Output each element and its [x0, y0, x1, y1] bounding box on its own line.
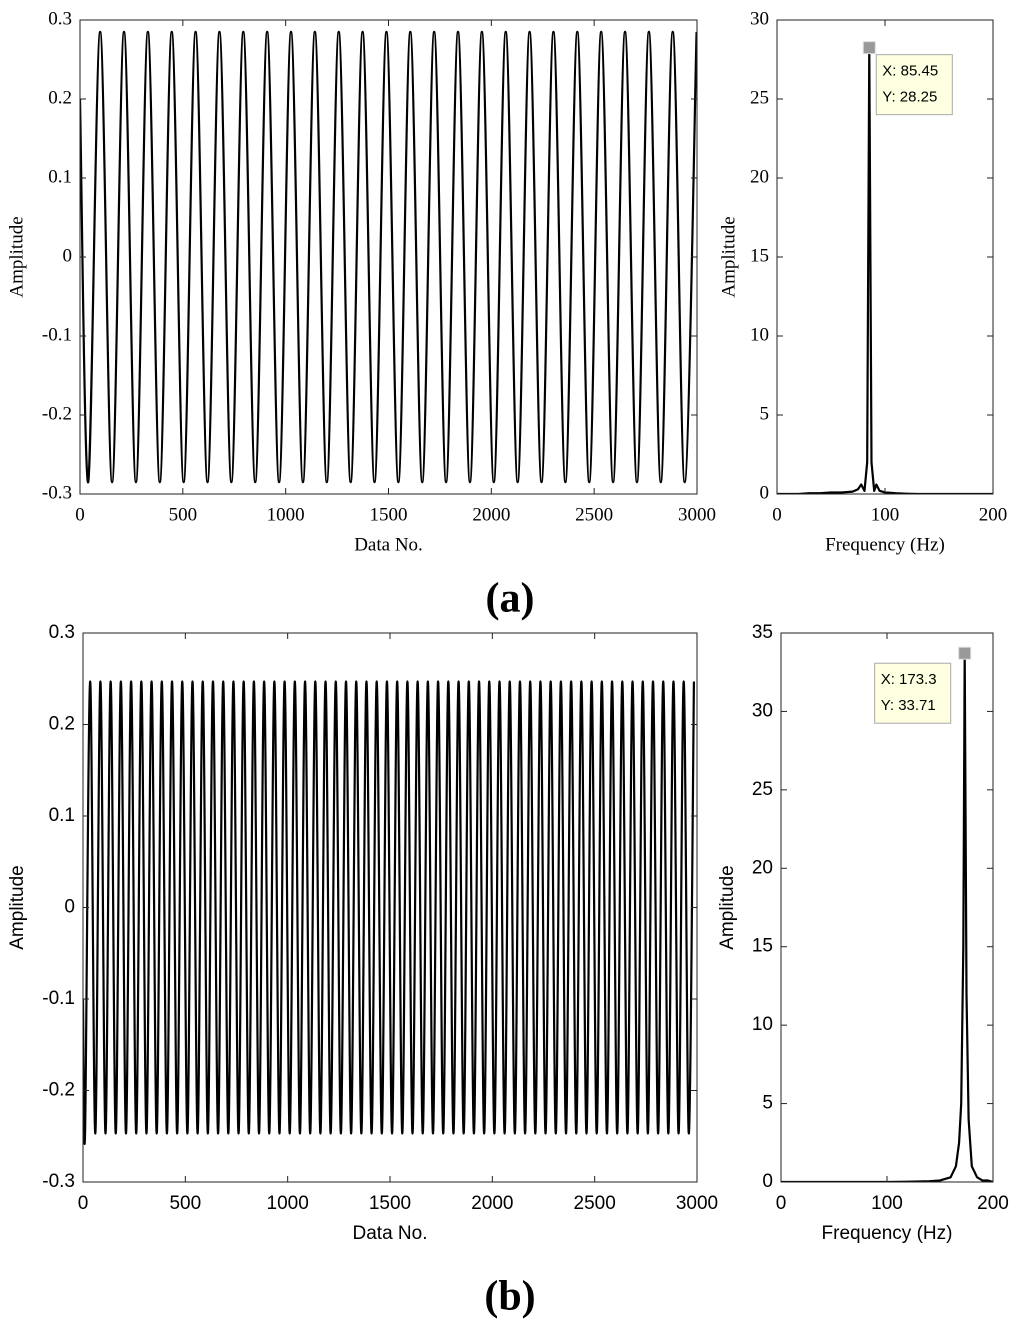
chart: 0 500 1000 1500 2000 2500 3000 -0.3 -0.2 -0.1 0 0.1…: [7, 622, 718, 1244]
y-tick-label: 0: [64, 897, 75, 918]
chart: 0 500 1000 1500 2000 2500 3000 -0.3 -0.2 -0.1 0 0.1…: [6, 8, 716, 555]
datatip-text: Y: 28.25: [882, 89, 937, 106]
panel-label: (a): [486, 576, 535, 622]
x-tick-label: 500: [169, 504, 198, 525]
x-tick-label: 2000: [472, 504, 510, 525]
x-tick-label: 2500: [574, 1193, 616, 1214]
y-tick-label: -0.2: [42, 1080, 75, 1101]
y-tick-label: -0.1: [42, 324, 72, 345]
x-tick-label: 0: [772, 504, 782, 525]
y-tick-label: -0.2: [42, 403, 72, 424]
y-tick-label: 0.3: [48, 8, 72, 29]
y-tick-label: 0.3: [49, 622, 75, 643]
datatip-text: X: 173.3: [881, 671, 937, 688]
datatip-marker: [862, 41, 876, 55]
x-tick-label: 2500: [575, 504, 613, 525]
x-tick-label: 0: [776, 1193, 787, 1214]
y-tick-label: 35: [752, 622, 773, 643]
y-axis-label: Amplitude: [6, 216, 27, 297]
y-tick-label: 5: [760, 403, 770, 424]
x-tick-label: 3000: [678, 504, 716, 525]
x-tick-label: 3000: [676, 1193, 718, 1214]
y-tick-label: 10: [750, 324, 769, 345]
x-tick-label: 1500: [370, 504, 408, 525]
signal-line: [80, 30, 697, 484]
y-tick-label: 20: [752, 857, 773, 878]
y-axis-label: Amplitude: [717, 865, 738, 950]
signal-line: [83, 680, 696, 1145]
x-tick-label: 200: [977, 1193, 1009, 1214]
y-tick-label: 30: [752, 700, 773, 721]
datatip-box: [874, 662, 952, 724]
panel-label: (b): [484, 1274, 535, 1320]
y-tick-label: 25: [750, 87, 769, 108]
y-tick-label: 0.1: [49, 805, 75, 826]
datatip-text: X: 85.45: [882, 63, 938, 80]
signal-line: [781, 652, 993, 1182]
x-tick-label: 0: [78, 1193, 89, 1214]
y-tick-label: 5: [762, 1093, 773, 1114]
chart: 0 100 200 0 5 10 15 20 25 30 Frequency (Hz) Amplitu…: [718, 8, 1007, 555]
y-tick-label: -0.3: [42, 482, 72, 503]
y-tick-label: 30: [750, 8, 769, 29]
x-tick-label: 1500: [369, 1193, 411, 1214]
x-axis-label: Frequency (Hz): [825, 534, 945, 555]
datatip-text: Y: 33.71: [881, 697, 936, 714]
y-tick-label: 0.1: [48, 166, 72, 187]
y-tick-label: -0.3: [42, 1171, 75, 1192]
plot-area: [83, 680, 696, 1145]
x-tick-label: 200: [979, 504, 1008, 525]
y-axis-label: Amplitude: [7, 865, 28, 950]
y-tick-label: 0.2: [49, 714, 75, 735]
y-tick-label: 0: [63, 245, 73, 266]
x-tick-label: 2000: [471, 1193, 513, 1214]
y-tick-label: 0: [762, 1171, 773, 1192]
plot-area: [777, 46, 993, 494]
y-tick-label: 0.2: [48, 87, 72, 108]
x-axis-label: Data No.: [353, 1223, 428, 1244]
chart: 0 100 200 0 5 10 15 20 25 30 35 Frequency (Hz) Ampli…: [717, 622, 1009, 1244]
y-tick-label: -0.1: [42, 988, 75, 1009]
signal-line: [777, 46, 993, 494]
x-tick-label: 500: [169, 1193, 201, 1214]
plot-area: [781, 652, 993, 1182]
y-tick-label: 10: [752, 1014, 773, 1035]
y-tick-label: 0: [760, 482, 770, 503]
y-tick-label: 15: [752, 936, 773, 957]
x-tick-label: 1000: [267, 1193, 309, 1214]
datatip-marker: [958, 646, 972, 660]
datatip-box: [875, 54, 953, 116]
x-axis-label: Frequency (Hz): [822, 1223, 953, 1244]
x-tick-label: 0: [75, 504, 85, 525]
y-tick-label: 15: [750, 245, 769, 266]
x-tick-label: 100: [871, 504, 900, 525]
y-axis-label: Amplitude: [718, 216, 739, 297]
x-tick-label: 100: [871, 1193, 903, 1214]
plot-area: [80, 30, 697, 484]
y-tick-label: 25: [752, 779, 773, 800]
y-tick-label: 20: [750, 166, 769, 187]
x-axis-label: Data No.: [354, 534, 423, 555]
x-tick-label: 1000: [267, 504, 305, 525]
